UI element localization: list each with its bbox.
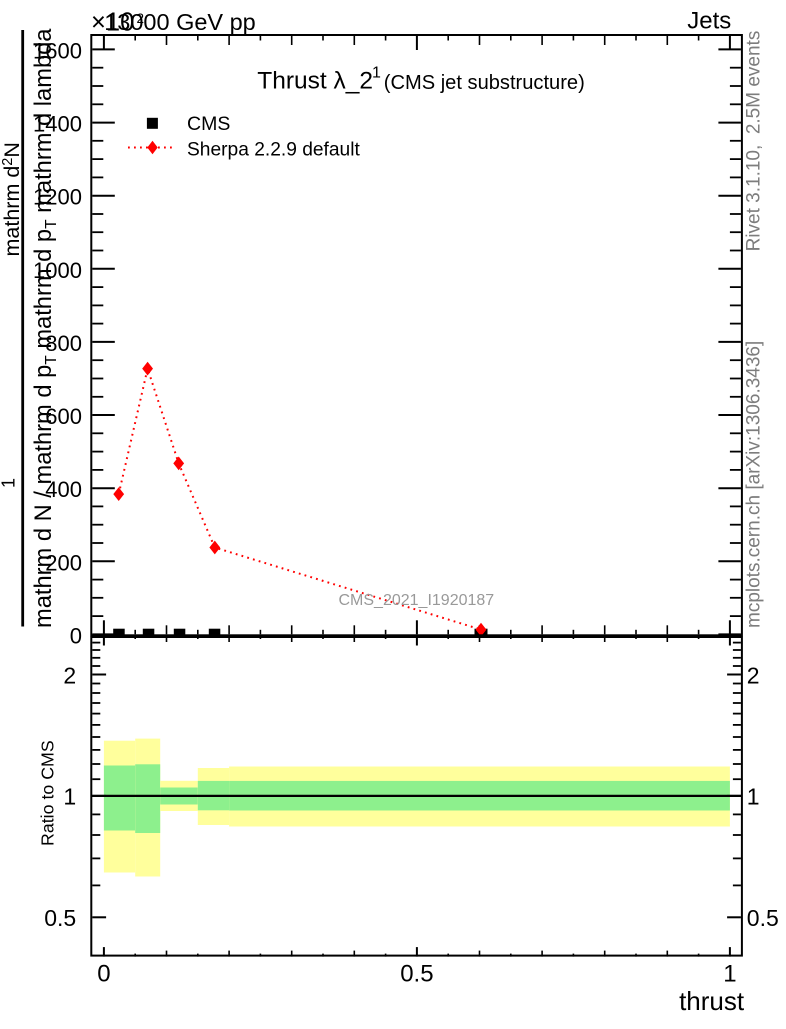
svg-text:1400: 1400 [33,112,82,137]
svg-text:2: 2 [747,662,760,688]
svg-text:1: 1 [0,478,19,488]
svg-text:1: 1 [63,784,76,810]
svg-text:(CMS jet substructure): (CMS jet substructure) [384,72,585,94]
svg-text:1200: 1200 [33,185,82,210]
svg-text:0.5: 0.5 [400,961,433,988]
svg-text:mathrm d2N: mathrm d2N [0,142,24,256]
svg-text:Ratio to CMS: Ratio to CMS [37,740,57,846]
svg-text:Sherpa 2.2.9 default: Sherpa 2.2.9 default [187,140,360,161]
svg-text:1000: 1000 [33,258,82,283]
svg-text:thrust: thrust [679,986,745,1016]
svg-text:0: 0 [97,961,110,988]
svg-text:Rivet 3.1.10, 2.5M events: Rivet 3.1.10, 2.5M events [744,31,765,252]
svg-text:1: 1 [723,961,736,988]
svg-text:200: 200 [45,550,82,575]
svg-text:13000 GeV pp: 13000 GeV pp [104,9,256,35]
svg-text:2: 2 [63,662,76,688]
svg-text:mathrm d N / mathrm d pT mathr: mathrm d N / mathrm d pT mathrm d pT mat… [31,28,60,628]
svg-text:mcplots.cern.ch [arXiv:1306.34: mcplots.cern.ch [arXiv:1306.3436] [744,341,765,628]
svg-text:600: 600 [45,404,82,429]
svg-text:400: 400 [45,477,82,502]
svg-text:×10: ×10 [91,9,134,37]
svg-text:CMS: CMS [187,113,230,135]
svg-text:1: 1 [372,64,381,81]
svg-text:1: 1 [747,784,760,810]
svg-text:2: 2 [137,11,145,26]
svg-text:CMS_2021_I1920187: CMS_2021_I1920187 [339,592,495,609]
svg-text:0: 0 [70,623,82,648]
svg-text:Jets: Jets [687,7,731,34]
svg-text:0.5: 0.5 [44,905,76,931]
svg-text:1600: 1600 [33,38,82,63]
svg-text:0.5: 0.5 [747,905,779,931]
svg-text:Thrust λ_2: Thrust λ_2 [257,68,373,95]
svg-text:800: 800 [45,331,82,356]
